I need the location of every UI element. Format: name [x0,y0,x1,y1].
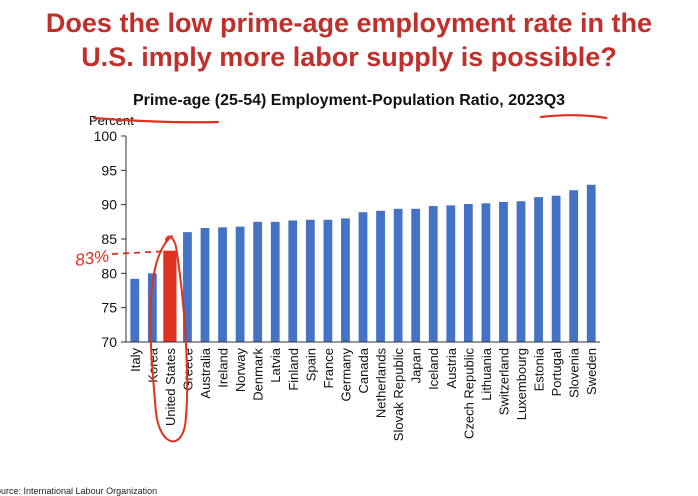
bar-portugal [551,195,561,342]
bar-sweden [586,184,596,342]
bar-australia [200,228,210,342]
x-tick-label: Lithuania [479,347,494,401]
x-tick-label: Japan [409,348,424,383]
y-tick-label: 80 [101,265,117,281]
bar-france [323,219,333,342]
x-tick-label: Slovak Republic [391,348,406,442]
bar-denmark [253,221,263,342]
x-tick-label: Italy [128,348,143,372]
bar-slovenia [569,190,579,342]
x-tick-label: United States [163,348,178,427]
underline-prime-age [92,116,220,124]
x-tick-label: Latvia [268,347,283,382]
slide-title-line-2: U.S. imply more labor supply is possible… [81,42,617,72]
x-tick-label: Slovenia [567,347,582,398]
x-tick-label: Australia [198,347,213,398]
y-tick-label: 70 [101,334,117,350]
bar-slovak-republic [393,208,403,342]
bar-ireland [218,227,227,342]
handwritten-underlines [92,114,608,124]
y-tick-label: 75 [101,300,117,316]
bar-japan [411,208,421,342]
slide-title-line-1: Does the low prime-age employment rate i… [45,8,653,38]
bar-canada [358,212,368,342]
bar-czech-republic [463,203,473,342]
x-tick-label: Sweden [584,348,599,395]
y-axis-label: Percent [89,113,134,128]
bar-netherlands [376,210,385,342]
x-tick-label: Spain [303,348,318,381]
y-tick-label: 95 [101,162,117,178]
y-tick-label: 90 [101,197,117,213]
x-tick-label: Denmark [251,348,266,401]
x-tick-label: Finland [286,348,301,391]
bar-luxembourg [516,201,526,342]
x-tick-label: Czech Republic [461,348,476,440]
x-tick-label: Germany [338,348,353,402]
x-tick-label: Austria [444,347,459,388]
x-tick-label: France [321,348,336,388]
x-tick-label: Luxembourg [514,348,529,420]
bar-united-states [163,250,177,342]
y-tick-label: 100 [94,128,118,144]
bar-iceland [428,206,438,342]
bar-estonia [534,197,543,342]
slide-title: Does the low prime-age employment rate i… [0,6,698,74]
source-note: ource: International Labour Organization [0,486,158,496]
bar-austria [446,205,456,342]
annotation-dashed-line [111,250,166,255]
bar-germany [341,218,350,342]
x-tick-label: Canada [356,347,371,393]
bar-switzerland [499,201,508,342]
x-tick-label: Switzerland [496,348,511,415]
bar-korea [147,273,157,342]
x-tick-label: Ireland [216,348,231,388]
bar-greece [183,232,192,342]
bar-norway [235,226,245,342]
annotation-circle-united-states [149,235,189,443]
underline-2023q3 [539,114,608,120]
chart-title: Prime-age (25-54) Employment-Population … [132,92,566,109]
x-tick-label: Netherlands [374,348,389,419]
bar-italy [130,278,140,342]
x-tick-label: Estonia [532,347,547,391]
bar-spain [305,219,315,342]
annotation-83-percent-label: 83% [74,246,110,270]
bar-finland [288,220,298,342]
bar-lithuania [481,203,491,342]
x-tick-label: Iceland [426,348,441,390]
x-tick-label: Portugal [549,348,564,397]
bar-latvia [270,221,280,342]
x-tick-label: Norway [233,348,248,393]
y-tick-label: 85 [101,231,117,247]
